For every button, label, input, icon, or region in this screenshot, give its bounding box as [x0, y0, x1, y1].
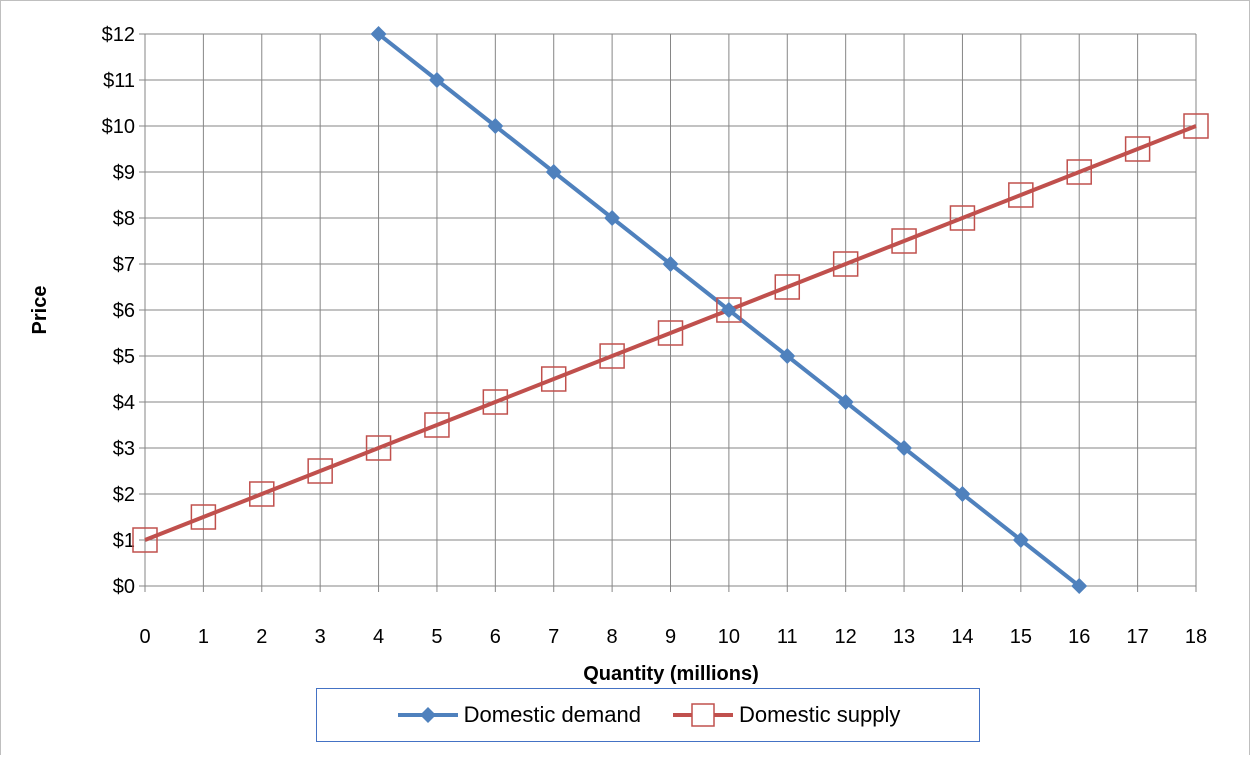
demand-point: [1012, 532, 1029, 548]
y-tick-labels: $0 $1 $2 $3 $4 $5 $6 $7 $8 $9 $10 $11 $12: [102, 24, 135, 598]
x-tick-label: 4: [373, 626, 384, 648]
demand-point: [896, 440, 913, 456]
y-tick-label: $3: [113, 438, 135, 460]
legend-label-demand: Domestic demand: [463, 702, 641, 727]
demand-point: [1071, 578, 1088, 594]
demand-point: [428, 72, 445, 88]
demand-point: [545, 164, 562, 180]
supply-point: [832, 251, 859, 277]
supply-point: [540, 366, 567, 392]
series-line-supply: [144, 124, 1197, 542]
supply-point: [365, 435, 392, 461]
x-tick-label: 16: [1068, 626, 1090, 648]
supply-point: [190, 504, 217, 530]
legend-label-supply: Domestic supply: [738, 702, 901, 727]
supply-point: [949, 205, 976, 231]
y-tick-label: $11: [103, 70, 135, 92]
supply-point: [891, 228, 917, 254]
y-tick-label: $1: [113, 530, 135, 552]
supply-point: [307, 458, 333, 484]
demand-point: [837, 394, 854, 410]
series: [132, 26, 1209, 594]
x-tick-label: 2: [256, 626, 267, 648]
supply-point: [424, 412, 450, 438]
demand-point: [370, 26, 387, 42]
y-tick-label: $2: [113, 484, 135, 506]
x-tick-labels: 0 1 2 3 4 5 6 7 8 9 10 11 12 13 14 15 16 17 18: [139, 626, 1207, 648]
x-tick-label: 14: [951, 626, 973, 648]
supply-point: [599, 343, 625, 369]
legend-entry-supply: Domestic supply: [671, 702, 900, 728]
x-tick-label: 6: [490, 626, 501, 648]
legend-supply-marker: [672, 703, 733, 727]
x-tick-label: 9: [665, 626, 676, 648]
x-tick-label: 17: [1126, 626, 1148, 648]
x-tick-label: 11: [777, 626, 798, 648]
x-axis-title: Quantity (millions): [583, 663, 759, 685]
supply-point: [482, 389, 509, 415]
y-tick-label: $9: [113, 162, 135, 184]
supply-point: [657, 320, 684, 346]
supply-point: [1124, 136, 1151, 162]
demand-point: [954, 486, 971, 502]
x-tick-label: 13: [893, 626, 915, 648]
x-tick-label: 15: [1010, 626, 1032, 648]
x-tick-label: 12: [835, 626, 857, 648]
y-tick-label: $6: [113, 300, 135, 322]
y-tick-label: $0: [113, 576, 135, 598]
demand-point: [662, 256, 679, 272]
x-tick-label: 3: [315, 626, 326, 648]
y-tick-label: $8: [113, 208, 135, 230]
y-tick-label: $5: [113, 346, 135, 368]
supply-point: [1066, 159, 1092, 185]
demand-point: [779, 348, 796, 364]
gridlines: [139, 33, 1197, 592]
y-axis-title: Price: [29, 286, 51, 335]
demand-point: [604, 210, 621, 226]
x-tick-label: 1: [198, 626, 209, 648]
supply-point: [132, 527, 158, 553]
legend-entry-demand: Domestic demand: [396, 702, 641, 728]
supply-point: [249, 481, 275, 507]
supply-point: [774, 274, 801, 300]
legend: Domestic demand Domestic supply: [316, 688, 980, 742]
supply-point: [1183, 113, 1209, 139]
demand-point: [720, 302, 737, 318]
x-tick-label: 8: [607, 626, 618, 648]
y-tick-label: $12: [102, 24, 135, 46]
x-tick-label: 7: [548, 626, 559, 648]
x-tick-label: 18: [1185, 626, 1207, 648]
x-tick-label: 0: [139, 626, 150, 648]
legend-demand-marker: [397, 707, 458, 723]
supply-point: [716, 297, 742, 323]
demand-point: [487, 118, 504, 134]
x-tick-label: 5: [431, 626, 442, 648]
y-tick-label: $10: [102, 116, 135, 138]
supply-point: [1008, 182, 1034, 208]
y-tick-label: $7: [113, 254, 135, 276]
x-tick-label: 10: [718, 626, 740, 648]
y-tick-label: $4: [113, 392, 135, 414]
